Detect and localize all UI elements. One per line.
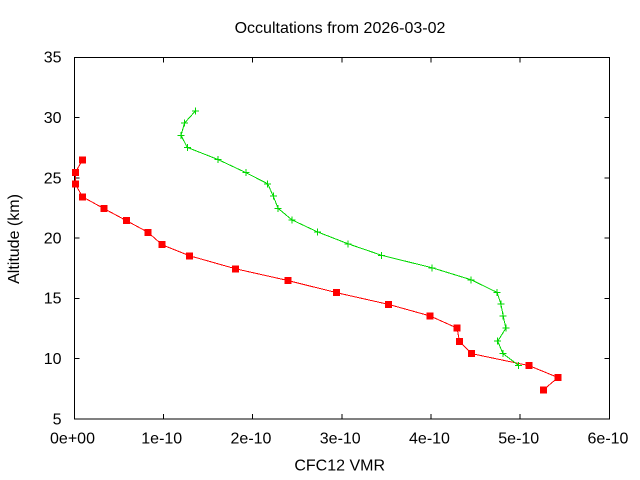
svg-text:4e-10: 4e-10	[409, 430, 450, 447]
svg-text:1e-10: 1e-10	[141, 430, 182, 447]
svg-text:2e-10: 2e-10	[231, 430, 272, 447]
svg-text:Altitude (km): Altitude (km)	[6, 194, 23, 284]
svg-text:0e+00: 0e+00	[50, 430, 95, 447]
svg-text:15: 15	[44, 291, 62, 308]
svg-text:3e-10: 3e-10	[320, 430, 361, 447]
svg-text:5: 5	[53, 411, 62, 428]
svg-text:20: 20	[44, 231, 62, 248]
svg-text:Occultations from 2026-03-02: Occultations from 2026-03-02	[235, 20, 446, 37]
svg-text:CFC12 VMR: CFC12 VMR	[294, 458, 385, 475]
svg-text:35: 35	[44, 50, 62, 67]
svg-text:30: 30	[44, 110, 62, 127]
svg-text:6e-10: 6e-10	[588, 430, 629, 447]
svg-text:5e-10: 5e-10	[498, 430, 539, 447]
svg-text:25: 25	[44, 170, 62, 187]
svg-text:10: 10	[44, 351, 62, 368]
